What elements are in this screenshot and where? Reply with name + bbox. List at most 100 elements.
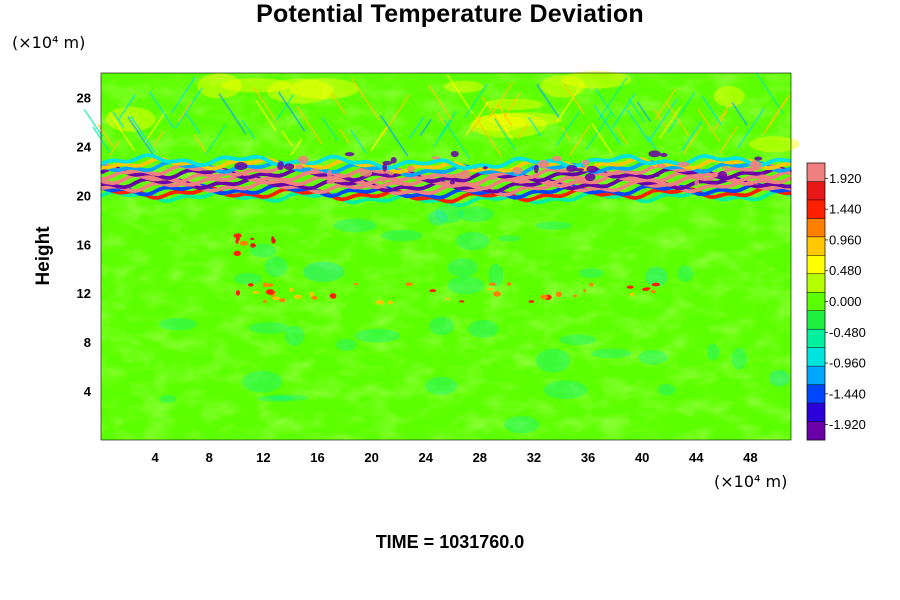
- hot-spot: [651, 282, 661, 287]
- wave-ripple: [408, 116, 425, 139]
- wave-ripple: [281, 131, 293, 147]
- wave-ripple: [718, 126, 738, 154]
- x-tick-label: 48: [743, 450, 757, 465]
- band-blob: [656, 163, 667, 169]
- colorbar-segment: [807, 181, 825, 201]
- wave-ripple: [127, 116, 155, 157]
- band-blob: [581, 159, 591, 166]
- wave-ripple: [615, 127, 629, 146]
- wave-ripple: [555, 110, 581, 147]
- band-blob: [326, 179, 336, 185]
- wave-ripple: [443, 120, 471, 159]
- wave-ripple: [718, 102, 732, 122]
- band-blob: [310, 168, 320, 172]
- x-tick-label: 20: [364, 450, 378, 465]
- field-blob: [256, 395, 293, 402]
- colorbar-segment: [807, 199, 825, 219]
- hot-spot: [263, 299, 267, 304]
- field-blob: [484, 98, 543, 110]
- colorbar-label: 0.480: [829, 263, 862, 278]
- field-blob: [249, 243, 277, 258]
- wave-ripple: [419, 118, 432, 137]
- field-blob: [335, 338, 357, 351]
- hot-spot: [252, 290, 260, 295]
- hot-spot: [626, 285, 634, 289]
- y-axis-unit: (×10⁴ m): [12, 33, 86, 52]
- colorbar-label: 1.920: [829, 171, 862, 186]
- wave-ripple: [470, 116, 482, 133]
- wave-ripple: [591, 122, 613, 155]
- wave-ripple: [527, 116, 542, 137]
- field-blob: [196, 73, 242, 99]
- field-blob: [158, 317, 197, 331]
- colorbar-label: 0.960: [829, 232, 862, 247]
- wave-ripple: [646, 135, 657, 151]
- wave-ripple: [252, 86, 278, 123]
- x-tick-label: 36: [581, 450, 595, 465]
- field-blob: [354, 328, 401, 343]
- band-blob: [551, 155, 562, 162]
- hot-spot: [630, 292, 634, 297]
- wave-ripple: [184, 111, 201, 134]
- wave-ripple: [755, 72, 785, 115]
- hot-spot: [311, 295, 318, 300]
- band-blob: [648, 150, 661, 158]
- field-blob: [248, 322, 290, 334]
- wave-ripple: [153, 131, 164, 147]
- wave-ripple: [493, 118, 517, 151]
- x-tick-label: 16: [310, 450, 324, 465]
- hot-spot: [289, 287, 294, 293]
- field-blob: [488, 112, 563, 127]
- hot-spot: [583, 289, 587, 293]
- wave-ripple: [193, 134, 209, 156]
- wave-ripple: [83, 108, 104, 138]
- field-blob: [268, 394, 309, 402]
- colorbar: 1.920 1.440 0.960 0.480 0.000 -0.480 -0.960 -1.…: [806, 162, 866, 441]
- x-tick-label: 8: [206, 450, 213, 465]
- hot-spot: [293, 294, 303, 299]
- wave-ripple: [204, 123, 227, 156]
- wave-ripple: [241, 119, 256, 140]
- colorbar-label: 0.000: [829, 294, 862, 309]
- band-blob: [694, 178, 699, 187]
- y-tick-label: 28: [77, 90, 91, 105]
- wave-ripple: [218, 93, 247, 135]
- band-blob: [344, 152, 355, 157]
- wave-ripple: [593, 104, 622, 146]
- wave-ripple: [562, 82, 585, 115]
- y-tick-label: 4: [84, 384, 92, 399]
- wave-ripple: [658, 106, 682, 139]
- band-blob: [388, 172, 394, 176]
- wave-ripple: [555, 82, 584, 123]
- hot-spot: [250, 243, 256, 248]
- hot-spot: [459, 300, 465, 303]
- band-blob: [586, 165, 598, 173]
- hot-spot: [278, 298, 286, 303]
- wave-ripple: [295, 105, 323, 145]
- band-blob: [295, 164, 304, 170]
- wave-ripple: [765, 94, 790, 130]
- y-tick-label: 16: [77, 237, 91, 252]
- band-blob: [657, 179, 667, 184]
- wave-ripple: [177, 100, 193, 122]
- wave-ripple: [713, 110, 728, 131]
- field-blob: [302, 261, 345, 282]
- hot-spot: [528, 300, 535, 303]
- hot-spot: [387, 300, 394, 304]
- hot-spot: [235, 290, 241, 296]
- wave-ripple: [351, 78, 381, 121]
- field-blob: [504, 415, 540, 434]
- band-blob: [512, 166, 523, 175]
- band-blob: [298, 155, 309, 165]
- wave-ripple: [143, 111, 166, 144]
- field-blob: [578, 268, 604, 279]
- field-blob: [638, 350, 668, 365]
- wave-ripple: [665, 102, 690, 136]
- wave-ripple: [585, 111, 612, 150]
- colorbar-segment: [807, 292, 825, 312]
- x-axis-unit: (×10⁴ m): [714, 472, 788, 491]
- band-blob: [489, 173, 498, 181]
- x-tick-label: 12: [256, 450, 270, 465]
- hot-spot: [353, 282, 359, 286]
- field-blob: [468, 319, 499, 338]
